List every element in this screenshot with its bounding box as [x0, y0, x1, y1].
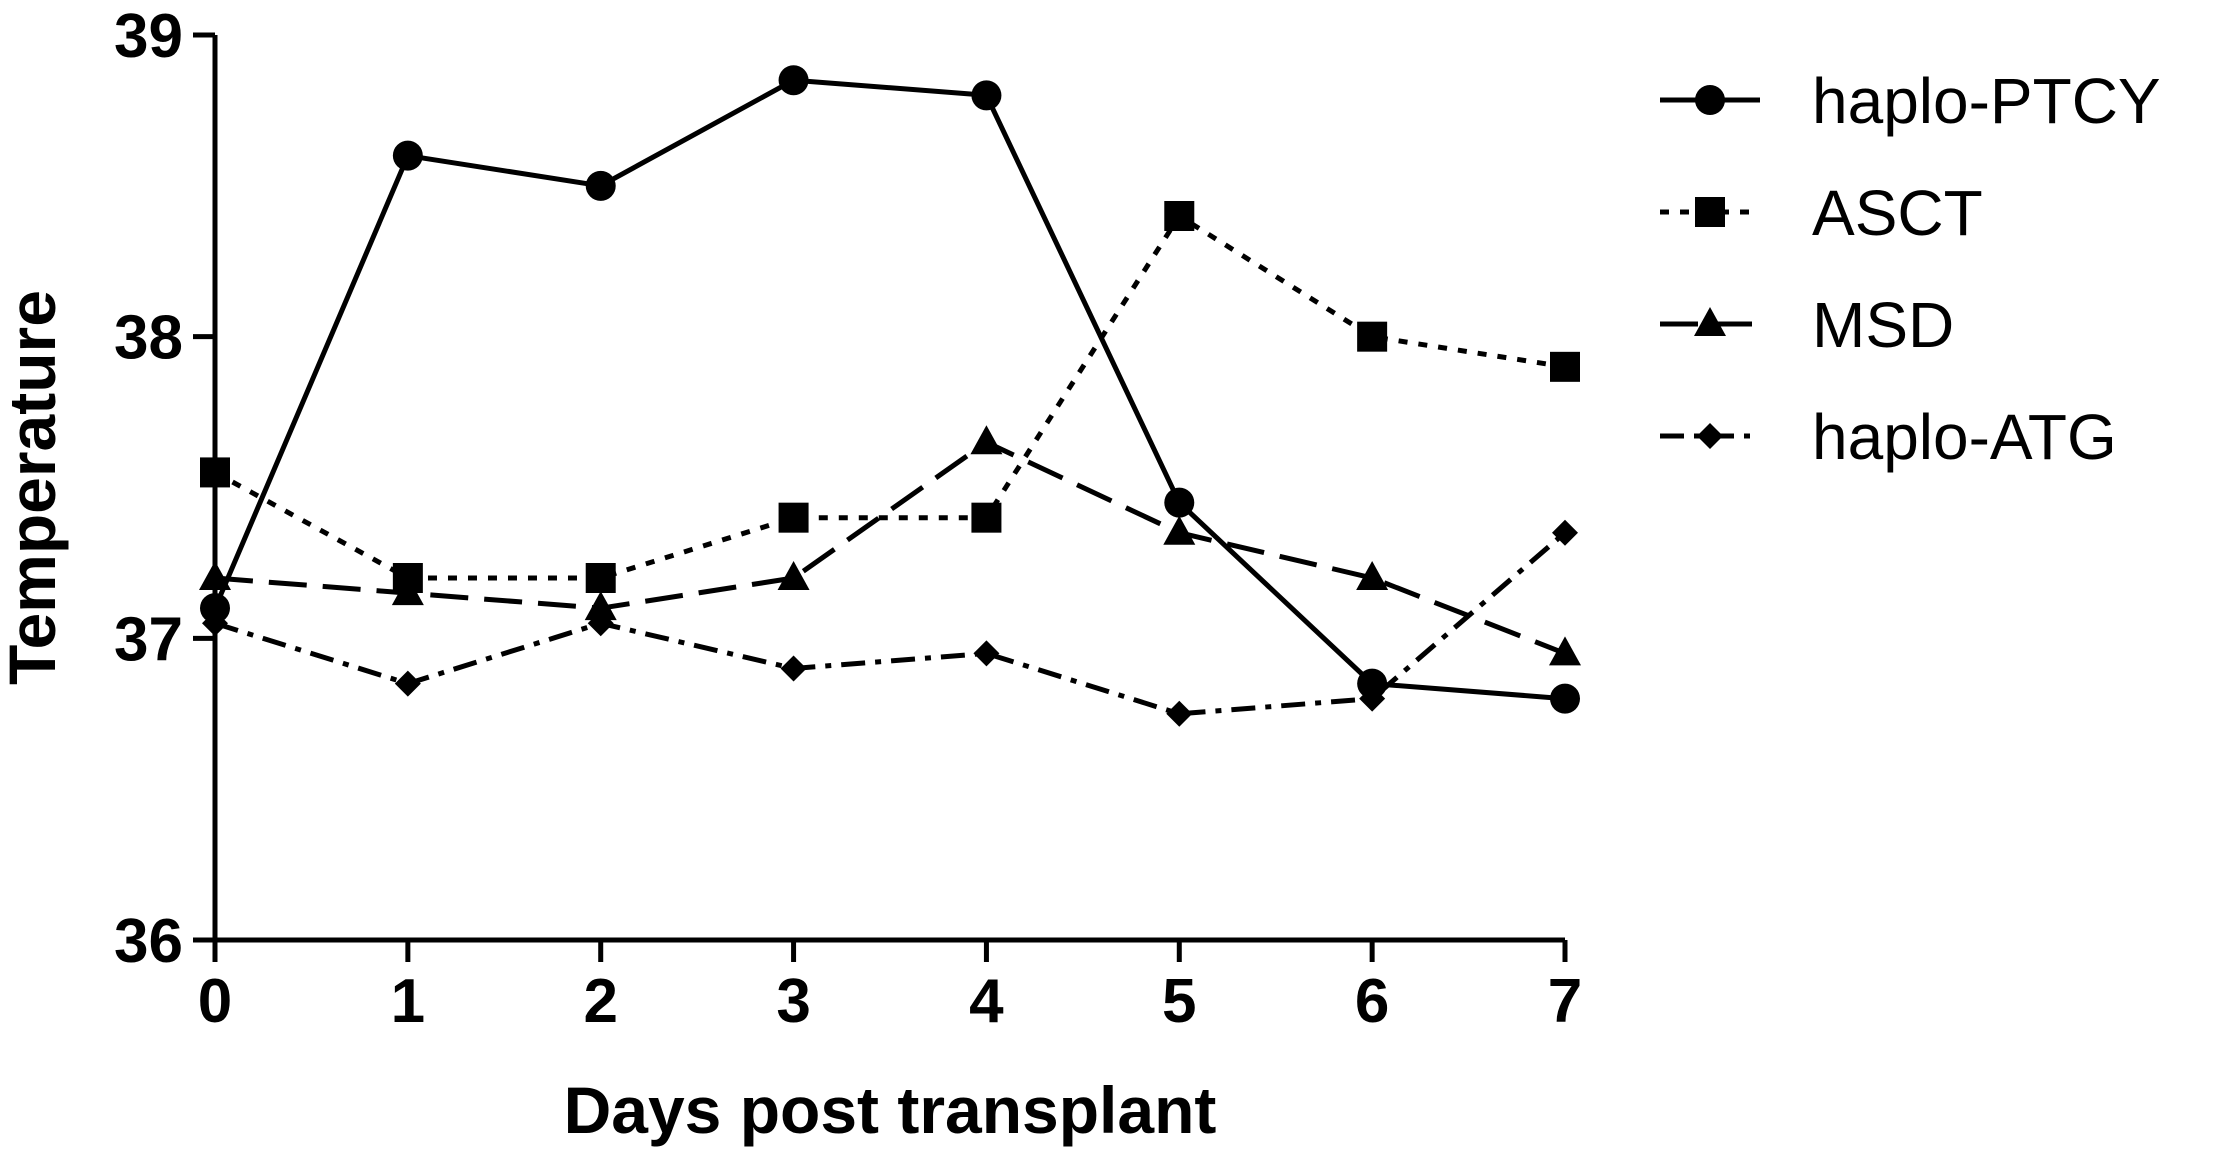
- data-point-haplo-atg: [202, 610, 228, 637]
- data-point-haplo-atg: [394, 670, 421, 697]
- series-line-msd: [214, 439, 1566, 656]
- data-point-asct: [585, 563, 616, 593]
- data-point-haplo-ptcy: [778, 65, 809, 96]
- x-axis-title: Days post transplant: [564, 1073, 1217, 1147]
- data-point-haplo-atg: [1552, 519, 1578, 546]
- data-point-haplo-ptcy: [392, 140, 423, 171]
- series-line-haplo-ptcy: [212, 77, 1566, 702]
- data-point-msd: [777, 561, 810, 590]
- y-tick-label: 36: [114, 907, 183, 976]
- data-point-asct: [1550, 351, 1580, 382]
- data-point-asct: [1164, 201, 1195, 231]
- legend-item-haplo-atg: haplo-ATG: [1660, 401, 2117, 473]
- legend-item-asct: ASCT: [1660, 177, 1983, 249]
- legend-item-haplo-ptcy: haplo-PTCY: [1660, 65, 2161, 137]
- y-tick-label: 39: [114, 2, 183, 71]
- data-point-haplo-atg: [973, 640, 1000, 667]
- y-tick-label: 37: [114, 605, 183, 674]
- data-point-msd: [1163, 515, 1196, 545]
- x-tick-label: 1: [391, 967, 425, 1036]
- legend-label-msd: MSD: [1812, 289, 1954, 361]
- data-point-haplo-ptcy: [971, 80, 1002, 111]
- series-haplo-atg: [202, 519, 1578, 727]
- legend-marker-haplo-atg: [1697, 423, 1723, 449]
- y-axis-title: Temperature: [0, 290, 69, 685]
- data-point-asct: [200, 457, 230, 488]
- x-tick-label: 6: [1355, 967, 1389, 1036]
- legend-marker-haplo-ptcy: [1695, 85, 1725, 115]
- legend-item-msd: MSD: [1660, 289, 1954, 361]
- data-point-asct: [778, 502, 809, 533]
- legend-marker-asct: [1695, 197, 1725, 227]
- x-tick-label: 7: [1548, 967, 1582, 1036]
- data-point-haplo-ptcy: [1550, 683, 1580, 714]
- data-point-haplo-ptcy: [1164, 487, 1195, 518]
- x-tick-label: 0: [198, 967, 232, 1036]
- x-tick-label: 2: [583, 967, 617, 1036]
- data-point-haplo-ptcy: [585, 170, 616, 201]
- legend-label-haplo-ptcy: haplo-PTCY: [1812, 65, 2161, 137]
- data-point-msd: [1549, 636, 1581, 666]
- data-point-msd: [970, 425, 1003, 455]
- data-point-msd: [584, 591, 617, 621]
- x-tick-label: 3: [776, 967, 810, 1036]
- data-point-haplo-atg: [587, 610, 614, 637]
- data-point-haplo-atg: [780, 655, 807, 682]
- data-point-asct: [971, 502, 1002, 533]
- legend-label-asct: ASCT: [1812, 177, 1983, 249]
- data-point-msd: [1356, 561, 1389, 590]
- y-tick-label: 38: [114, 304, 183, 373]
- data-point-haplo-ptcy: [200, 593, 230, 624]
- legend-marker-msd: [1694, 307, 1726, 336]
- series-line-haplo-atg: [214, 530, 1567, 717]
- data-point-asct: [1357, 321, 1388, 352]
- series-asct: [200, 201, 1580, 593]
- axes: 36 37 38 39 0 1 2 3 4 5 6 7: [114, 2, 1582, 1036]
- x-tick-label: 4: [969, 967, 1004, 1036]
- series-layer: [199, 65, 1581, 727]
- data-point-haplo-atg: [1359, 685, 1386, 712]
- data-point-haplo-atg: [1166, 700, 1193, 727]
- legend: haplo-PTCY ASCT MSD haplo-ATG: [1660, 65, 2161, 473]
- series-haplo-ptcy: [200, 65, 1580, 714]
- legend-label-haplo-atg: haplo-ATG: [1812, 401, 2117, 473]
- series-line-asct: [213, 213, 1566, 581]
- data-point-msd: [199, 561, 231, 590]
- x-tick-label: 5: [1162, 967, 1196, 1036]
- series-msd: [199, 425, 1581, 666]
- data-point-msd: [391, 576, 424, 606]
